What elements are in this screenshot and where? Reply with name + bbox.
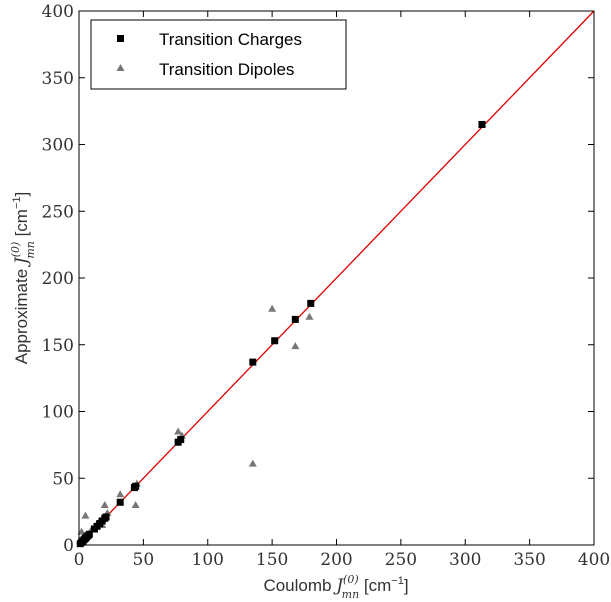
data-point-transition-charges bbox=[249, 358, 257, 366]
legend: Transition Charges Transition Dipoles bbox=[90, 19, 347, 90]
y-tick-label: 300 bbox=[42, 136, 74, 156]
x-tick-label: 0 bbox=[74, 550, 85, 570]
y-axis-label-unit-close: ] bbox=[12, 192, 31, 197]
data-point-transition-dipoles bbox=[268, 304, 277, 312]
x-axis-label-subscript: mn bbox=[342, 588, 360, 601]
data-point-transition-dipoles bbox=[248, 459, 257, 467]
data-point-transition-dipoles bbox=[305, 312, 314, 320]
data-point-transition-charges bbox=[85, 530, 93, 538]
x-tick-label: 200 bbox=[320, 550, 352, 570]
y-axis-label-superscript: (0) bbox=[9, 242, 22, 258]
y-axis-label: Approximate J(0) mn [cm−1] bbox=[9, 192, 37, 365]
x-axis-label: Coulomb J(0) mn [cm−1] bbox=[263, 573, 408, 601]
y-axis-ticks: 0 50 100 150 200 250 300 350 400 bbox=[42, 2, 594, 556]
y-tick-label: 350 bbox=[42, 69, 74, 89]
data-point-transition-dipoles bbox=[291, 342, 300, 350]
x-axis-ticks: 0 50 100 150 200 250 300 350 400 bbox=[74, 11, 610, 570]
data-point-transition-dipoles bbox=[131, 500, 140, 508]
reference-line-layer bbox=[78, 10, 595, 546]
x-tick-label: 150 bbox=[256, 550, 288, 570]
y-tick-label: 50 bbox=[52, 469, 74, 489]
legend-label-transition-charges: Transition Charges bbox=[159, 30, 302, 49]
x-tick-label: 400 bbox=[578, 550, 610, 570]
data-point-transition-charges bbox=[271, 337, 279, 345]
y-axis-label-unit-exp: −1 bbox=[11, 196, 23, 209]
x-axis-label-unit-open: [cm bbox=[359, 576, 391, 595]
y-tick-label: 200 bbox=[42, 269, 74, 289]
reference-line bbox=[78, 10, 595, 546]
y-tick-label: 250 bbox=[42, 202, 74, 222]
legend-marker-transition-dipoles bbox=[116, 64, 125, 71]
data-point-transition-charges bbox=[478, 120, 486, 128]
legend-box bbox=[90, 19, 347, 90]
x-axis-label-unit-exp: −1 bbox=[391, 575, 404, 587]
x-axis-label-symbol: J bbox=[333, 576, 344, 596]
y-axis-label-symbol: J bbox=[12, 256, 32, 267]
x-tick-label: 100 bbox=[192, 550, 224, 570]
x-tick-label: 250 bbox=[385, 550, 417, 570]
x-tick-label: 350 bbox=[513, 550, 545, 570]
y-axis-label-unit-open: [cm bbox=[12, 209, 31, 241]
x-axis-label-unit-close: ] bbox=[404, 576, 409, 595]
y-tick-label: 400 bbox=[42, 2, 74, 22]
data-point-transition-dipoles bbox=[77, 527, 86, 535]
data-point-transition-dipoles bbox=[116, 490, 125, 498]
data-point-transition-charges bbox=[102, 513, 110, 521]
y-tick-label: 150 bbox=[42, 336, 74, 356]
data-point-transition-charges bbox=[116, 498, 124, 506]
y-axis-label-prefix: Approximate bbox=[12, 264, 31, 364]
data-point-transition-charges bbox=[177, 436, 185, 444]
legend-marker-transition-charges bbox=[117, 35, 124, 42]
y-tick-label: 0 bbox=[63, 536, 74, 556]
data-point-transition-charges bbox=[291, 315, 299, 323]
data-point-transition-charges bbox=[307, 299, 315, 307]
x-tick-label: 50 bbox=[133, 550, 155, 570]
data-point-transition-dipoles bbox=[81, 511, 90, 519]
data-marks bbox=[76, 120, 486, 548]
data-point-transition-dipoles bbox=[174, 427, 183, 435]
y-axis-label-subscript: mn bbox=[24, 241, 37, 259]
data-point-transition-dipoles bbox=[100, 500, 109, 508]
x-tick-label: 300 bbox=[449, 550, 481, 570]
y-tick-label: 100 bbox=[42, 403, 74, 423]
x-axis-label-superscript: (0) bbox=[343, 573, 359, 586]
legend-label-transition-dipoles: Transition Dipoles bbox=[159, 60, 294, 79]
x-axis-label-prefix: Coulomb bbox=[263, 576, 336, 595]
data-point-transition-charges bbox=[132, 482, 140, 490]
